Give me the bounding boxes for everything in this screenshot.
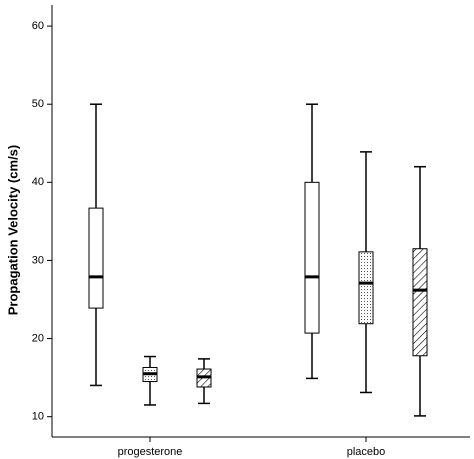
box <box>88 207 104 309</box>
x-tick-label: placebo <box>347 446 386 458</box>
y-tick-label: 50 <box>32 98 44 110</box>
y-tick-label: 20 <box>32 332 44 344</box>
y-tick-label: 30 <box>32 254 44 266</box>
y-axis-label: Propagation Velocity (cm/s) <box>5 145 20 316</box>
y-tick-label: 60 <box>32 20 44 32</box>
box <box>304 181 320 334</box>
box <box>358 251 374 325</box>
box <box>412 248 428 357</box>
y-tick-label: 10 <box>32 411 44 423</box>
x-tick-label: progesterone <box>118 446 183 458</box>
y-tick-label: 40 <box>32 176 44 188</box>
